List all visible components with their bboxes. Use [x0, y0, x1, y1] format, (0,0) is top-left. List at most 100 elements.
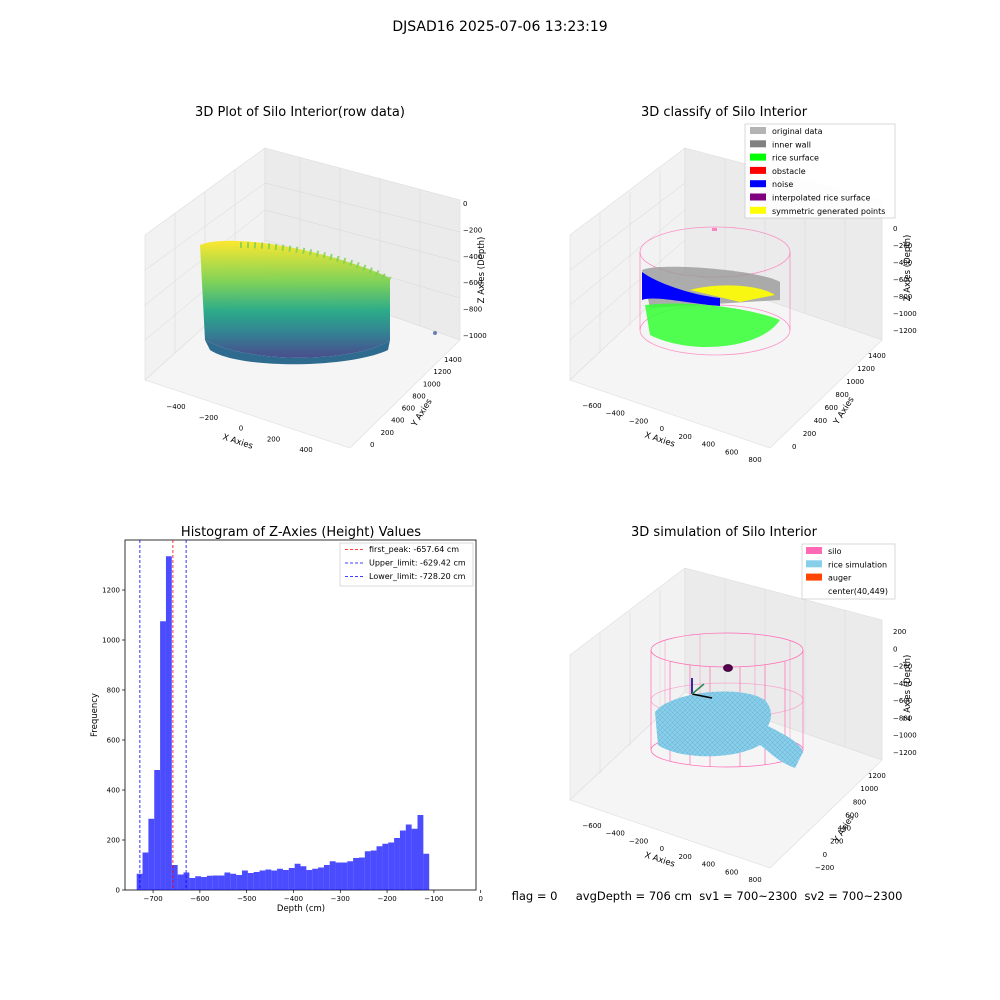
legend-label: rice surface	[772, 154, 819, 163]
histogram-legend: first_peak: -657.64 cm Upper_limit: -629.…	[339, 542, 474, 587]
histogram-x-tick-label: −400	[284, 895, 303, 903]
histogram-bar	[230, 873, 237, 890]
x-tick-label: −200	[199, 414, 218, 422]
z-tick-label: −800	[463, 306, 482, 314]
x-tick-label: 400	[299, 446, 312, 454]
classify-z-label: Z Axies (Depth)	[903, 235, 913, 302]
y-tick-label: −200	[815, 864, 834, 872]
raw-y-label: Y Axies	[409, 397, 435, 430]
histogram-bar	[224, 872, 231, 890]
histogram-y-tick-label: 400	[107, 787, 120, 795]
classify-noise-region	[642, 272, 720, 306]
histogram-bar	[382, 843, 389, 890]
histogram-bar	[282, 870, 289, 890]
x-tick-label: 200	[678, 433, 691, 441]
y-tick-label: 1400	[868, 352, 886, 360]
histogram-bar	[259, 870, 266, 890]
legend-label: noise	[772, 180, 793, 189]
simulation-floor-pane	[569, 691, 883, 869]
histogram-reference-lines	[139, 540, 187, 890]
raw-point-cloud-bottom	[205, 340, 390, 365]
histogram-bar	[359, 857, 365, 890]
histogram-bar	[160, 621, 166, 890]
y-tick-label: 1400	[444, 356, 462, 364]
panel-classify: 3D classify of Silo Interior original da…	[569, 105, 917, 464]
x-tick-label: −200	[629, 417, 648, 425]
panel-raw-data: 3D Plot of Silo Interior(row data) X Axi…	[144, 105, 487, 454]
z-tick-label: 0	[463, 200, 467, 208]
y-tick-label: 0	[370, 441, 374, 449]
panel-histogram: Histogram of Z-Axies (Height) Values −70…	[90, 525, 483, 914]
simulation-x-label: X Axies	[643, 850, 676, 869]
histogram-bar	[212, 875, 219, 890]
y-tick-label: 1000	[423, 380, 441, 388]
legend-swatch	[806, 560, 822, 568]
legend-swatch	[806, 573, 822, 581]
z-tick-label: −400	[893, 259, 912, 267]
histogram-bar	[376, 846, 383, 890]
histogram-x-label: Depth (cm)	[277, 904, 325, 914]
legend-swatch	[750, 127, 766, 134]
legend-swatch	[750, 140, 766, 148]
legend-swatch	[806, 586, 822, 594]
x-tick-label: 400	[702, 861, 715, 869]
histogram-legend-label: first_peak: -657.64 cm	[369, 545, 459, 554]
raw-x-label: X Axies	[221, 432, 254, 451]
histogram-title: Histogram of Z-Axies (Height) Values	[181, 525, 421, 540]
y-tick-label: 1000	[860, 785, 878, 793]
histogram-bar	[341, 862, 348, 890]
histogram-y-tick-label: 1000	[102, 637, 120, 645]
legend-swatch	[750, 153, 766, 161]
x-tick-label: 0	[239, 425, 243, 433]
x-tick-label: 0	[660, 425, 664, 433]
y-tick-label: 800	[853, 798, 866, 806]
histogram-bar	[271, 870, 278, 890]
histogram-bar	[165, 556, 172, 890]
y-tick-label: 600	[402, 405, 415, 413]
classify-panel-title: 3D classify of Silo Interior	[641, 105, 808, 120]
figure-suptitle: DJSAD16 2025-07-06 13:23:19	[392, 19, 607, 35]
y-tick-label: 0	[823, 851, 827, 859]
legend-swatch	[750, 180, 766, 188]
x-tick-label: 600	[725, 868, 738, 876]
histogram-y-ticks: 0 200 400 600 800 1000 1200	[102, 587, 125, 895]
histogram-bar	[353, 858, 359, 890]
histogram-bar	[242, 870, 248, 890]
legend-label: interpolated rice surface	[772, 194, 870, 203]
y-tick-label: 800	[412, 392, 425, 400]
x-tick-label: −600	[582, 822, 601, 830]
histogram-bar	[300, 866, 307, 890]
histogram-x-tick-label: −100	[424, 895, 443, 903]
y-tick-label: 600	[845, 811, 858, 819]
x-tick-label: 800	[748, 456, 761, 464]
panel-simulation: 3D simulation of Silo Interior	[569, 525, 917, 884]
histogram-bar	[177, 874, 184, 890]
histogram-bar	[195, 876, 202, 890]
histogram-bar	[148, 818, 155, 890]
histogram-x-tick-label: −700	[143, 895, 162, 903]
histogram-bar	[206, 875, 213, 890]
raw-panel-title: 3D Plot of Silo Interior(row data)	[195, 105, 405, 120]
z-tick-label: −200	[893, 242, 912, 250]
z-tick-label: −1200	[893, 749, 917, 757]
histogram-bar	[294, 863, 301, 890]
y-tick-label: 200	[381, 429, 394, 437]
y-tick-label: 1200	[868, 772, 886, 780]
z-tick-label: −1200	[893, 327, 917, 335]
histogram-bar	[405, 824, 412, 890]
raw-z-label: Z Axies (Depth)	[477, 237, 487, 304]
y-tick-label: 400	[838, 825, 851, 833]
z-tick-label: −200	[893, 663, 912, 671]
x-tick-label: 800	[748, 876, 761, 884]
histogram-bar	[312, 868, 319, 890]
y-tick-label: 1200	[857, 365, 875, 373]
simulation-legend: silo rice simulation auger center(40,449)	[801, 543, 896, 600]
z-tick-label: −400	[463, 253, 482, 261]
legend-label: symmetric generated points	[772, 207, 885, 216]
histogram-bars	[136, 556, 430, 890]
histogram-bar	[265, 869, 272, 890]
x-tick-label: 200	[678, 853, 691, 861]
histogram-bar	[247, 873, 254, 890]
classify-auger-marker	[712, 228, 717, 231]
z-tick-label: −600	[463, 279, 482, 287]
